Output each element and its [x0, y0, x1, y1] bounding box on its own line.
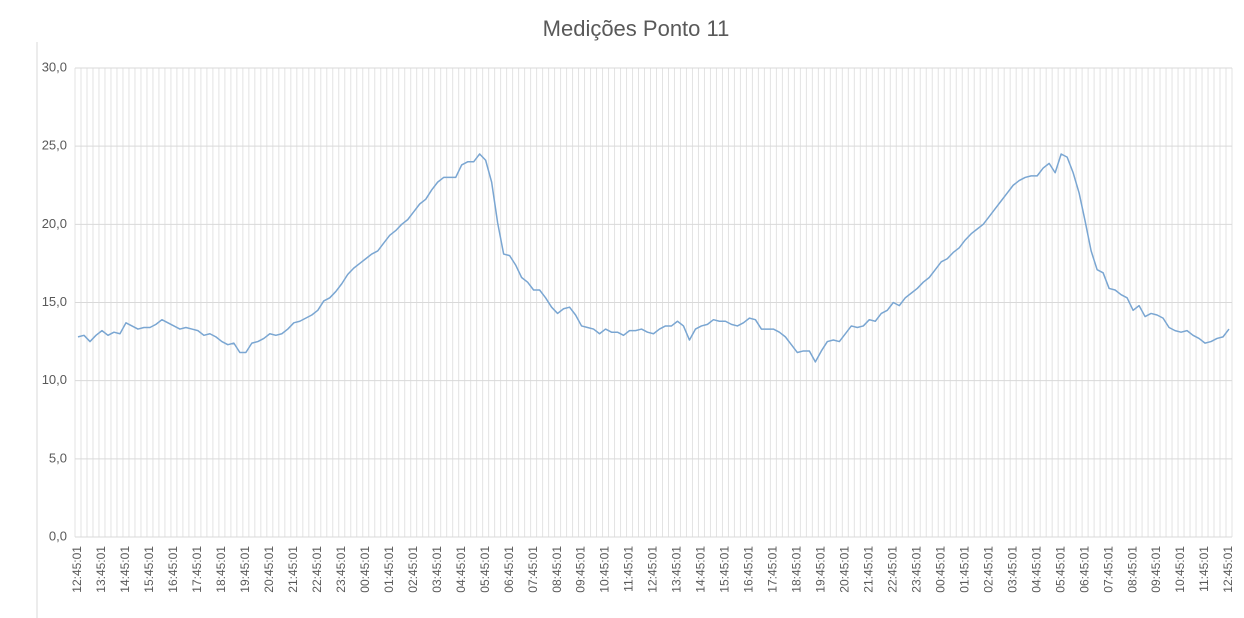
x-tick-label: 21:45:01 [861, 546, 875, 593]
x-tick-label: 20:45:01 [838, 546, 852, 593]
x-tick-label: 07:45:01 [1101, 546, 1115, 593]
x-tick-label: 22:45:01 [310, 546, 324, 593]
x-tick-label: 06:45:01 [502, 546, 516, 593]
x-tick-label: 05:45:01 [1053, 546, 1067, 593]
x-tick-label: 05:45:01 [478, 546, 492, 593]
x-tick-label: 07:45:01 [526, 546, 540, 593]
x-tick-label: 23:45:01 [334, 546, 348, 593]
x-tick-label: 00:45:01 [933, 546, 947, 593]
x-tick-label: 18:45:01 [790, 546, 804, 593]
x-tick-label: 15:45:01 [142, 546, 156, 593]
x-tick-label: 22:45:01 [885, 546, 899, 593]
y-tick-label: 10,0 [42, 372, 67, 387]
x-tick-label: 08:45:01 [1125, 546, 1139, 593]
x-tick-label: 14:45:01 [694, 546, 708, 593]
x-tick-label: 19:45:01 [814, 546, 828, 593]
y-tick-label: 0,0 [49, 528, 67, 543]
x-tick-label: 17:45:01 [766, 546, 780, 593]
x-tick-label: 19:45:01 [238, 546, 252, 593]
y-tick-label: 25,0 [42, 138, 67, 153]
x-tick-label: 21:45:01 [286, 546, 300, 593]
chart-title: Medições Ponto 11 [543, 16, 730, 41]
x-tick-label: 12:45:01 [1221, 546, 1235, 593]
x-tick-label: 16:45:01 [166, 546, 180, 593]
y-tick-label: 30,0 [42, 59, 67, 74]
x-tick-label: 17:45:01 [190, 546, 204, 593]
x-tick-label: 10:45:01 [1173, 546, 1187, 593]
x-tick-label: 12:45:01 [646, 546, 660, 593]
x-tick-label: 14:45:01 [118, 546, 132, 593]
x-tick-label: 03:45:01 [430, 546, 444, 593]
x-tick-label: 08:45:01 [550, 546, 564, 593]
x-tick-label: 01:45:01 [382, 546, 396, 593]
x-tick-label: 02:45:01 [406, 546, 420, 593]
y-tick-label: 20,0 [42, 216, 67, 231]
x-tick-label: 13:45:01 [670, 546, 684, 593]
x-tick-label: 03:45:01 [1005, 546, 1019, 593]
x-tick-label: 23:45:01 [909, 546, 923, 593]
data-line [77, 153, 1230, 363]
x-tick-label: 15:45:01 [718, 546, 732, 593]
y-tick-label: 5,0 [49, 450, 67, 465]
x-tick-label: 10:45:01 [598, 546, 612, 593]
x-tick-label: 11:45:01 [622, 546, 636, 592]
x-tick-label: 09:45:01 [574, 546, 588, 593]
x-tick-label: 06:45:01 [1077, 546, 1091, 593]
x-tick-label: 13:45:01 [94, 546, 108, 593]
x-tick-label: 04:45:01 [1029, 546, 1043, 593]
x-tick-label: 16:45:01 [742, 546, 756, 593]
x-tick-label: 20:45:01 [262, 546, 276, 593]
x-tick-label: 12:45:01 [70, 546, 84, 593]
y-tick-label: 15,0 [42, 294, 67, 309]
x-tick-label: 04:45:01 [454, 546, 468, 593]
x-tick-label: 09:45:01 [1149, 546, 1163, 593]
x-tick-label: 02:45:01 [981, 546, 995, 593]
x-tick-label: 18:45:01 [214, 546, 228, 593]
x-tick-label: 00:45:01 [358, 546, 372, 593]
x-tick-label: 01:45:01 [957, 546, 971, 593]
x-tick-label: 11:45:01 [1197, 546, 1211, 592]
